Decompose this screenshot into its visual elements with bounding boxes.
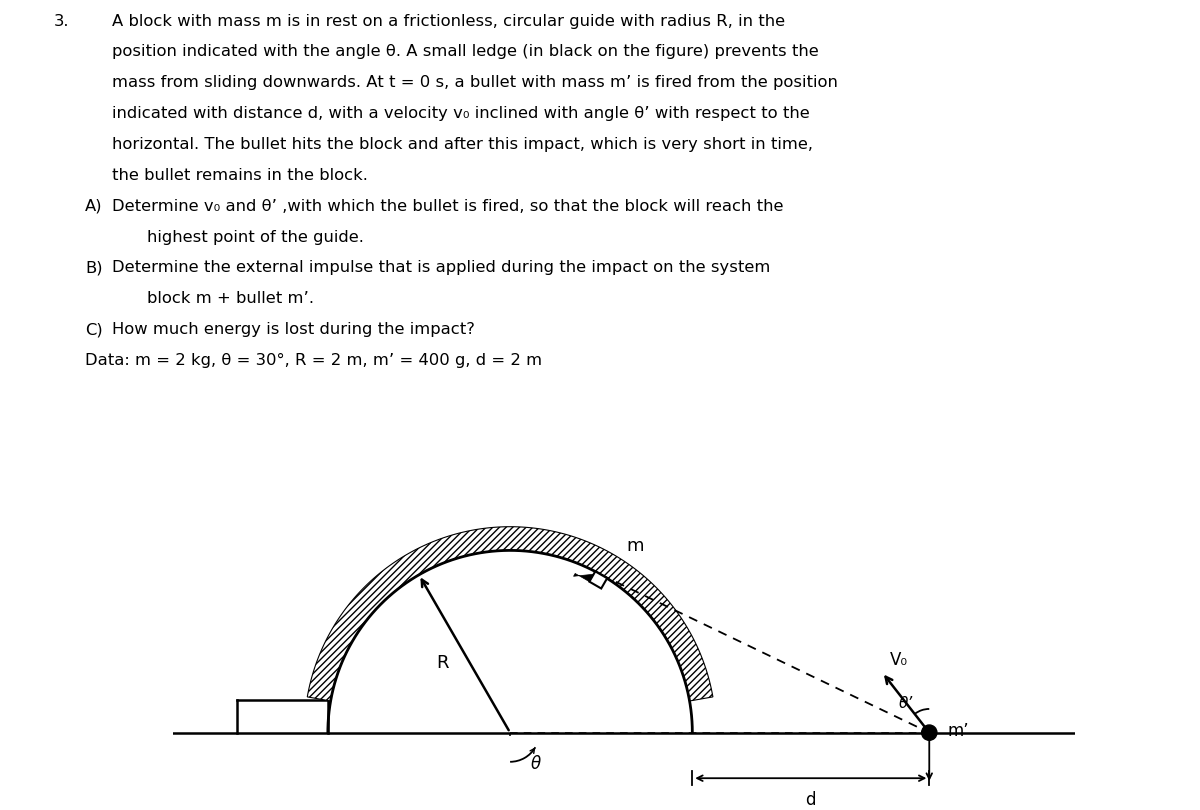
Polygon shape: [307, 526, 713, 701]
Text: mass from sliding downwards. At t = 0 s, a bullet with mass m’ is fired from the: mass from sliding downwards. At t = 0 s,…: [112, 75, 838, 90]
Text: Data: m = 2 kg, θ = 30°, R = 2 m, m’ = 400 g, d = 2 m: Data: m = 2 kg, θ = 30°, R = 2 m, m’ = 4…: [85, 353, 542, 368]
Text: Determine v₀ and θ’ ,with which the bullet is fired, so that the block will reac: Determine v₀ and θ’ ,with which the bull…: [112, 198, 784, 214]
Text: 3.: 3.: [54, 14, 68, 28]
Text: position indicated with the angle θ. A small ledge (in black on the figure) prev: position indicated with the angle θ. A s…: [112, 45, 818, 59]
Polygon shape: [574, 573, 594, 582]
Text: V₀: V₀: [889, 650, 907, 669]
Text: R: R: [437, 654, 449, 671]
Circle shape: [922, 725, 937, 740]
Text: A): A): [85, 198, 102, 214]
Text: block m + bullet m’.: block m + bullet m’.: [146, 292, 313, 306]
Text: A block with mass m is in rest on a frictionless, circular guide with radius R, : A block with mass m is in rest on a fric…: [112, 14, 785, 28]
Text: θ: θ: [530, 755, 541, 773]
Text: C): C): [85, 322, 103, 337]
Text: Determine the external impulse that is applied during the impact on the system: Determine the external impulse that is a…: [112, 260, 770, 275]
Text: indicated with distance d, with a velocity v₀ inclined with angle θ’ with respec: indicated with distance d, with a veloci…: [112, 106, 810, 121]
Text: B): B): [85, 260, 102, 275]
Text: horizontal. The bullet hits the block and after this impact, which is very short: horizontal. The bullet hits the block an…: [112, 137, 812, 152]
Text: m’: m’: [948, 722, 970, 740]
Text: highest point of the guide.: highest point of the guide.: [146, 229, 364, 245]
Text: m: m: [626, 537, 644, 556]
Text: the bullet remains in the block.: the bullet remains in the block.: [112, 168, 367, 183]
Text: How much energy is lost during the impact?: How much energy is lost during the impac…: [112, 322, 474, 337]
Text: θ’: θ’: [899, 696, 913, 710]
Polygon shape: [589, 571, 607, 589]
Text: d: d: [805, 791, 816, 809]
